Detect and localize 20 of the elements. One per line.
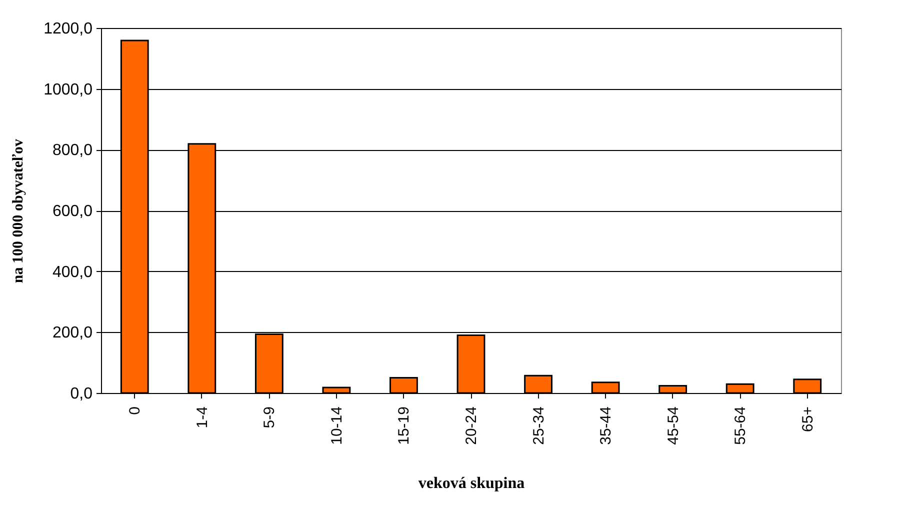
x-tick-label: 35-44 (598, 406, 615, 445)
y-tick-label: 0,0 (70, 386, 93, 402)
y-tick-label: 1000,0 (44, 81, 93, 98)
x-tick-label: 55-64 (732, 406, 750, 445)
x-tick-label: 25-34 (530, 406, 548, 445)
x-tick-label: 20-24 (463, 406, 480, 445)
y-tick-label: 400,0 (52, 264, 93, 281)
y-tick-label: 800,0 (52, 142, 93, 160)
y-tick-label: 1200,0 (44, 20, 93, 38)
x-tick-label: 1-4 (194, 406, 211, 428)
x-axis-title: veková skupina (418, 474, 525, 492)
x-tick-label: 65+ (799, 406, 816, 432)
x-tick-label: 15-19 (396, 406, 413, 445)
y-tick-label: 600,0 (52, 203, 93, 220)
x-tick-label: 10-14 (328, 406, 346, 445)
x-tick-label: 0 (126, 406, 144, 415)
y-tick-label: 200,0 (52, 324, 93, 342)
x-tick-label: 5-9 (261, 406, 278, 428)
x-tick-label: 45-54 (664, 406, 682, 445)
y-axis-title: na 100 000 obyvateľov (10, 138, 27, 284)
